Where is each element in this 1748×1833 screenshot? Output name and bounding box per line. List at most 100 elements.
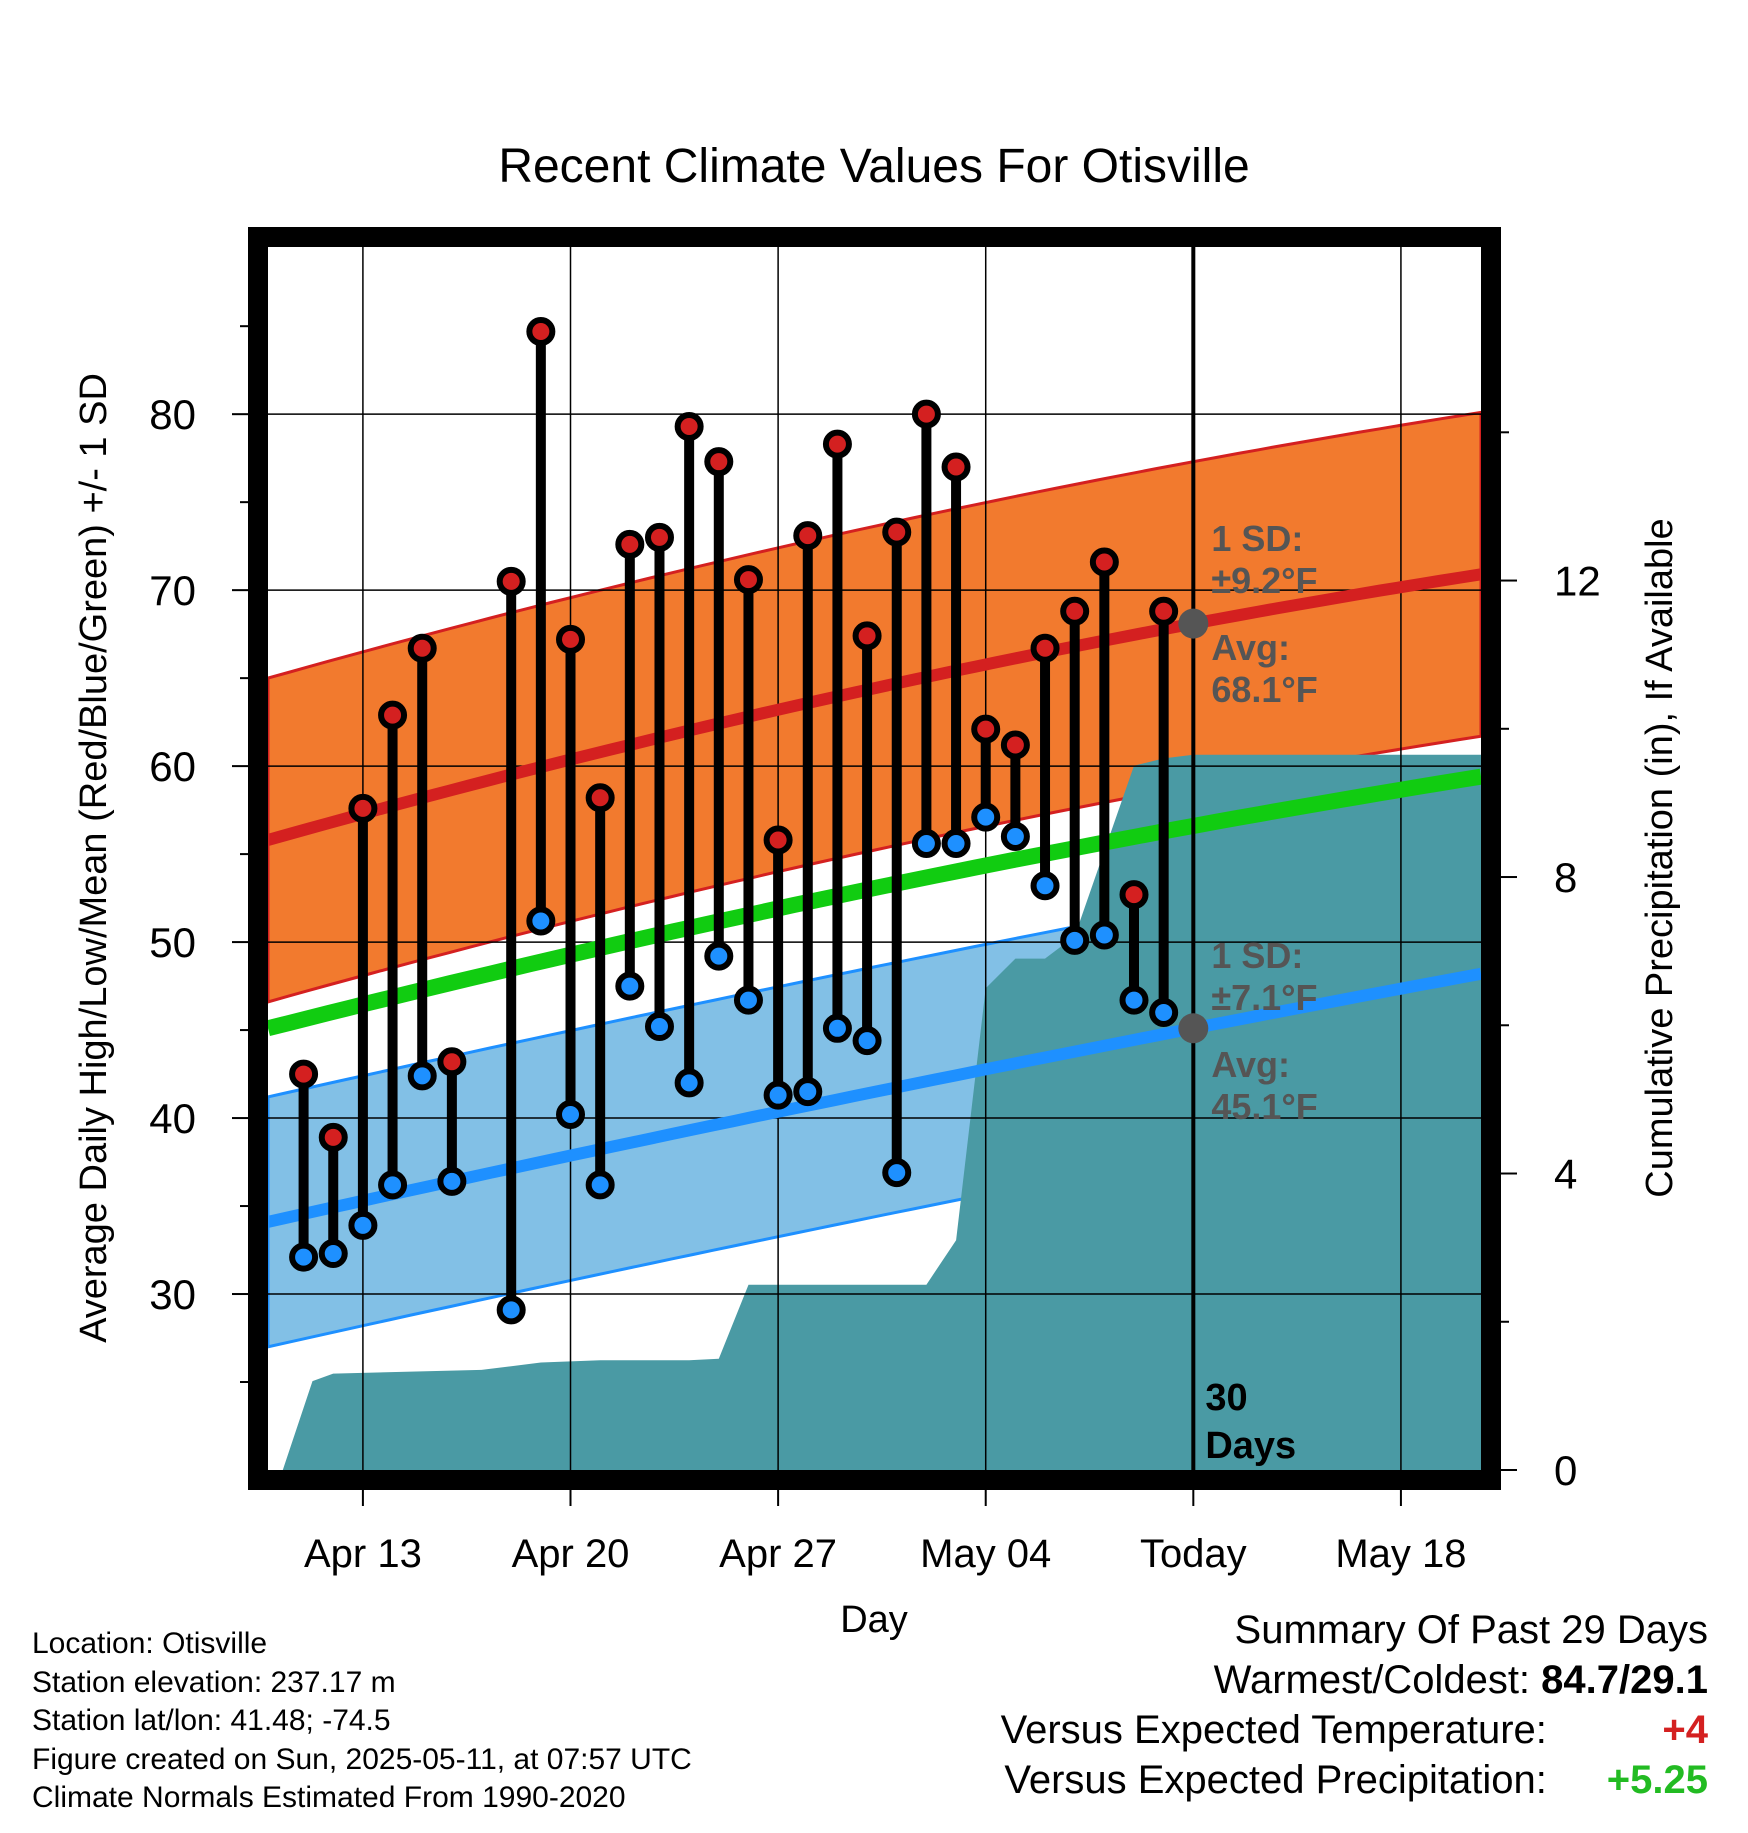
daily-low-point [407, 1061, 437, 1091]
x-tick-label: Apr 27 [719, 1532, 837, 1576]
today-days-label: 30 [1205, 1377, 1247, 1419]
daily-low-point [971, 802, 1001, 832]
mean-normal-line [268, 768, 1481, 1037]
daily-low-point [348, 1210, 378, 1240]
chart-title: Recent Climate Values For Otisville [498, 140, 1249, 193]
daily-low-point [704, 941, 734, 971]
station-location: Location: Otisville [32, 1627, 268, 1660]
daily-low-point [1089, 920, 1119, 950]
low-sd-value: ±7.1°F [1211, 977, 1317, 1018]
daily-high-point [971, 714, 1001, 744]
daily-high-point [526, 316, 556, 346]
daily-low-point [911, 829, 941, 859]
y-tick-label: 50 [149, 919, 196, 966]
high-sd-value: ±9.2°F [1211, 560, 1317, 601]
y-axis-label: Average Daily High/Low/Mean (Red/Blue/Gr… [73, 373, 115, 1343]
x-tick-label: May 04 [920, 1532, 1051, 1576]
daily-high-point [1030, 633, 1060, 663]
daily-high-point [911, 399, 941, 429]
daily-low-point [674, 1068, 704, 1098]
daily-high-point [704, 447, 734, 477]
station-elevation: Station elevation: 237.17 m [32, 1665, 396, 1699]
figure-created: Figure created on Sun, 2025-05-11, at 07… [32, 1742, 692, 1776]
station-latlon: Station lat/lon: 41.48; -74.5 [32, 1704, 391, 1737]
daily-low-point [644, 1012, 674, 1042]
summary-precip: Versus Expected Precipitation: +5.25 [1001, 1755, 1708, 1805]
low-normal-line [268, 967, 1481, 1228]
today-low-avg-marker [1178, 1013, 1209, 1044]
daily-low-point [941, 829, 971, 859]
daily-high-point [852, 621, 882, 651]
daily-low-point [318, 1239, 348, 1269]
y-tick-label: 60 [149, 743, 196, 790]
daily-high-point [1060, 596, 1090, 626]
warmest-coldest-label: Warmest/Coldest: [1213, 1658, 1531, 1702]
daily-low-point [1149, 997, 1179, 1027]
daily-low-point [1000, 822, 1030, 852]
daily-low-point [526, 906, 556, 936]
daily-low-point [585, 1170, 615, 1200]
summary-warmest-coldest: Warmest/Coldest: 84.7/29.1 [1001, 1655, 1708, 1705]
daily-low-point [763, 1080, 793, 1110]
temp-anomaly-label: Versus Expected Temperature: [1000, 1708, 1547, 1752]
daily-high-point [378, 700, 408, 730]
today-high-avg-marker [1178, 608, 1209, 639]
daily-low-point [1030, 871, 1060, 901]
daily-low-point [615, 971, 645, 1001]
x-axis-label: Day [840, 1599, 908, 1641]
daily-high-point [496, 566, 526, 596]
high-normal-line [268, 568, 1481, 846]
daily-high-point [1089, 547, 1119, 577]
x-tick-label: Apr 20 [512, 1532, 630, 1576]
daily-low-point [1119, 985, 1149, 1015]
precip-anomaly-label: Versus Expected Precipitation: [1004, 1758, 1547, 1802]
daily-high-point [348, 793, 378, 823]
y2-tick-label: 4 [1554, 1151, 1577, 1198]
daily-low-point [556, 1100, 586, 1130]
daily-high-point [733, 565, 763, 595]
precip-anomaly-value: +5.25 [1606, 1758, 1708, 1802]
daily-high-point [1119, 880, 1149, 910]
daily-high-point [407, 633, 437, 663]
x-tick-label: May 18 [1335, 1532, 1466, 1576]
daily-low-point [496, 1295, 526, 1325]
y-tick-label: 70 [149, 567, 196, 614]
y-tick-label: 30 [149, 1271, 196, 1318]
precip-area [282, 754, 1481, 1470]
high-avg-label: Avg: [1211, 627, 1290, 668]
daily-low-point [437, 1166, 467, 1196]
daily-high-point [556, 624, 586, 654]
x-tick-label: Apr 13 [304, 1532, 422, 1576]
daily-low-point [822, 1013, 852, 1043]
summary-panel: Summary Of Past 29 Days Warmest/Coldest:… [1001, 1605, 1708, 1805]
warmest-coldest-value: 84.7/29.1 [1541, 1658, 1708, 1702]
normals-period: Climate Normals Estimated From 1990-2020 [32, 1781, 626, 1814]
daily-high-point [289, 1059, 319, 1089]
low-avg-value: 45.1°F [1211, 1086, 1317, 1127]
low-avg-label: Avg: [1211, 1044, 1290, 1085]
station-info: Location: Otisville Station elevation: 2… [32, 1625, 692, 1818]
y2-axis-label: Cumulative Precipitation (in), If Availa… [1639, 518, 1681, 1197]
summary-temp: Versus Expected Temperature: +4 [1001, 1705, 1708, 1755]
daily-high-point [882, 517, 912, 547]
daily-low-point [733, 985, 763, 1015]
high-sd-label: 1 SD: [1211, 518, 1303, 559]
low-sd-label: 1 SD: [1211, 935, 1303, 976]
daily-high-point [615, 529, 645, 559]
daily-high-point [1149, 596, 1179, 626]
today-days-label: Days [1205, 1425, 1296, 1467]
high-avg-value: 68.1°F [1211, 669, 1317, 710]
x-tick-label: Today [1140, 1532, 1247, 1576]
daily-low-point [289, 1242, 319, 1272]
daily-high-point [763, 825, 793, 855]
temp-anomaly-value: +4 [1662, 1708, 1708, 1752]
y2-tick-label: 8 [1554, 854, 1577, 901]
y2-tick-label: 12 [1554, 558, 1601, 605]
summary-title: Summary Of Past 29 Days [1234, 1608, 1708, 1652]
daily-low-point [1060, 925, 1090, 955]
y-tick-label: 80 [149, 391, 196, 438]
daily-high-point [644, 522, 674, 552]
daily-high-point [941, 452, 971, 482]
